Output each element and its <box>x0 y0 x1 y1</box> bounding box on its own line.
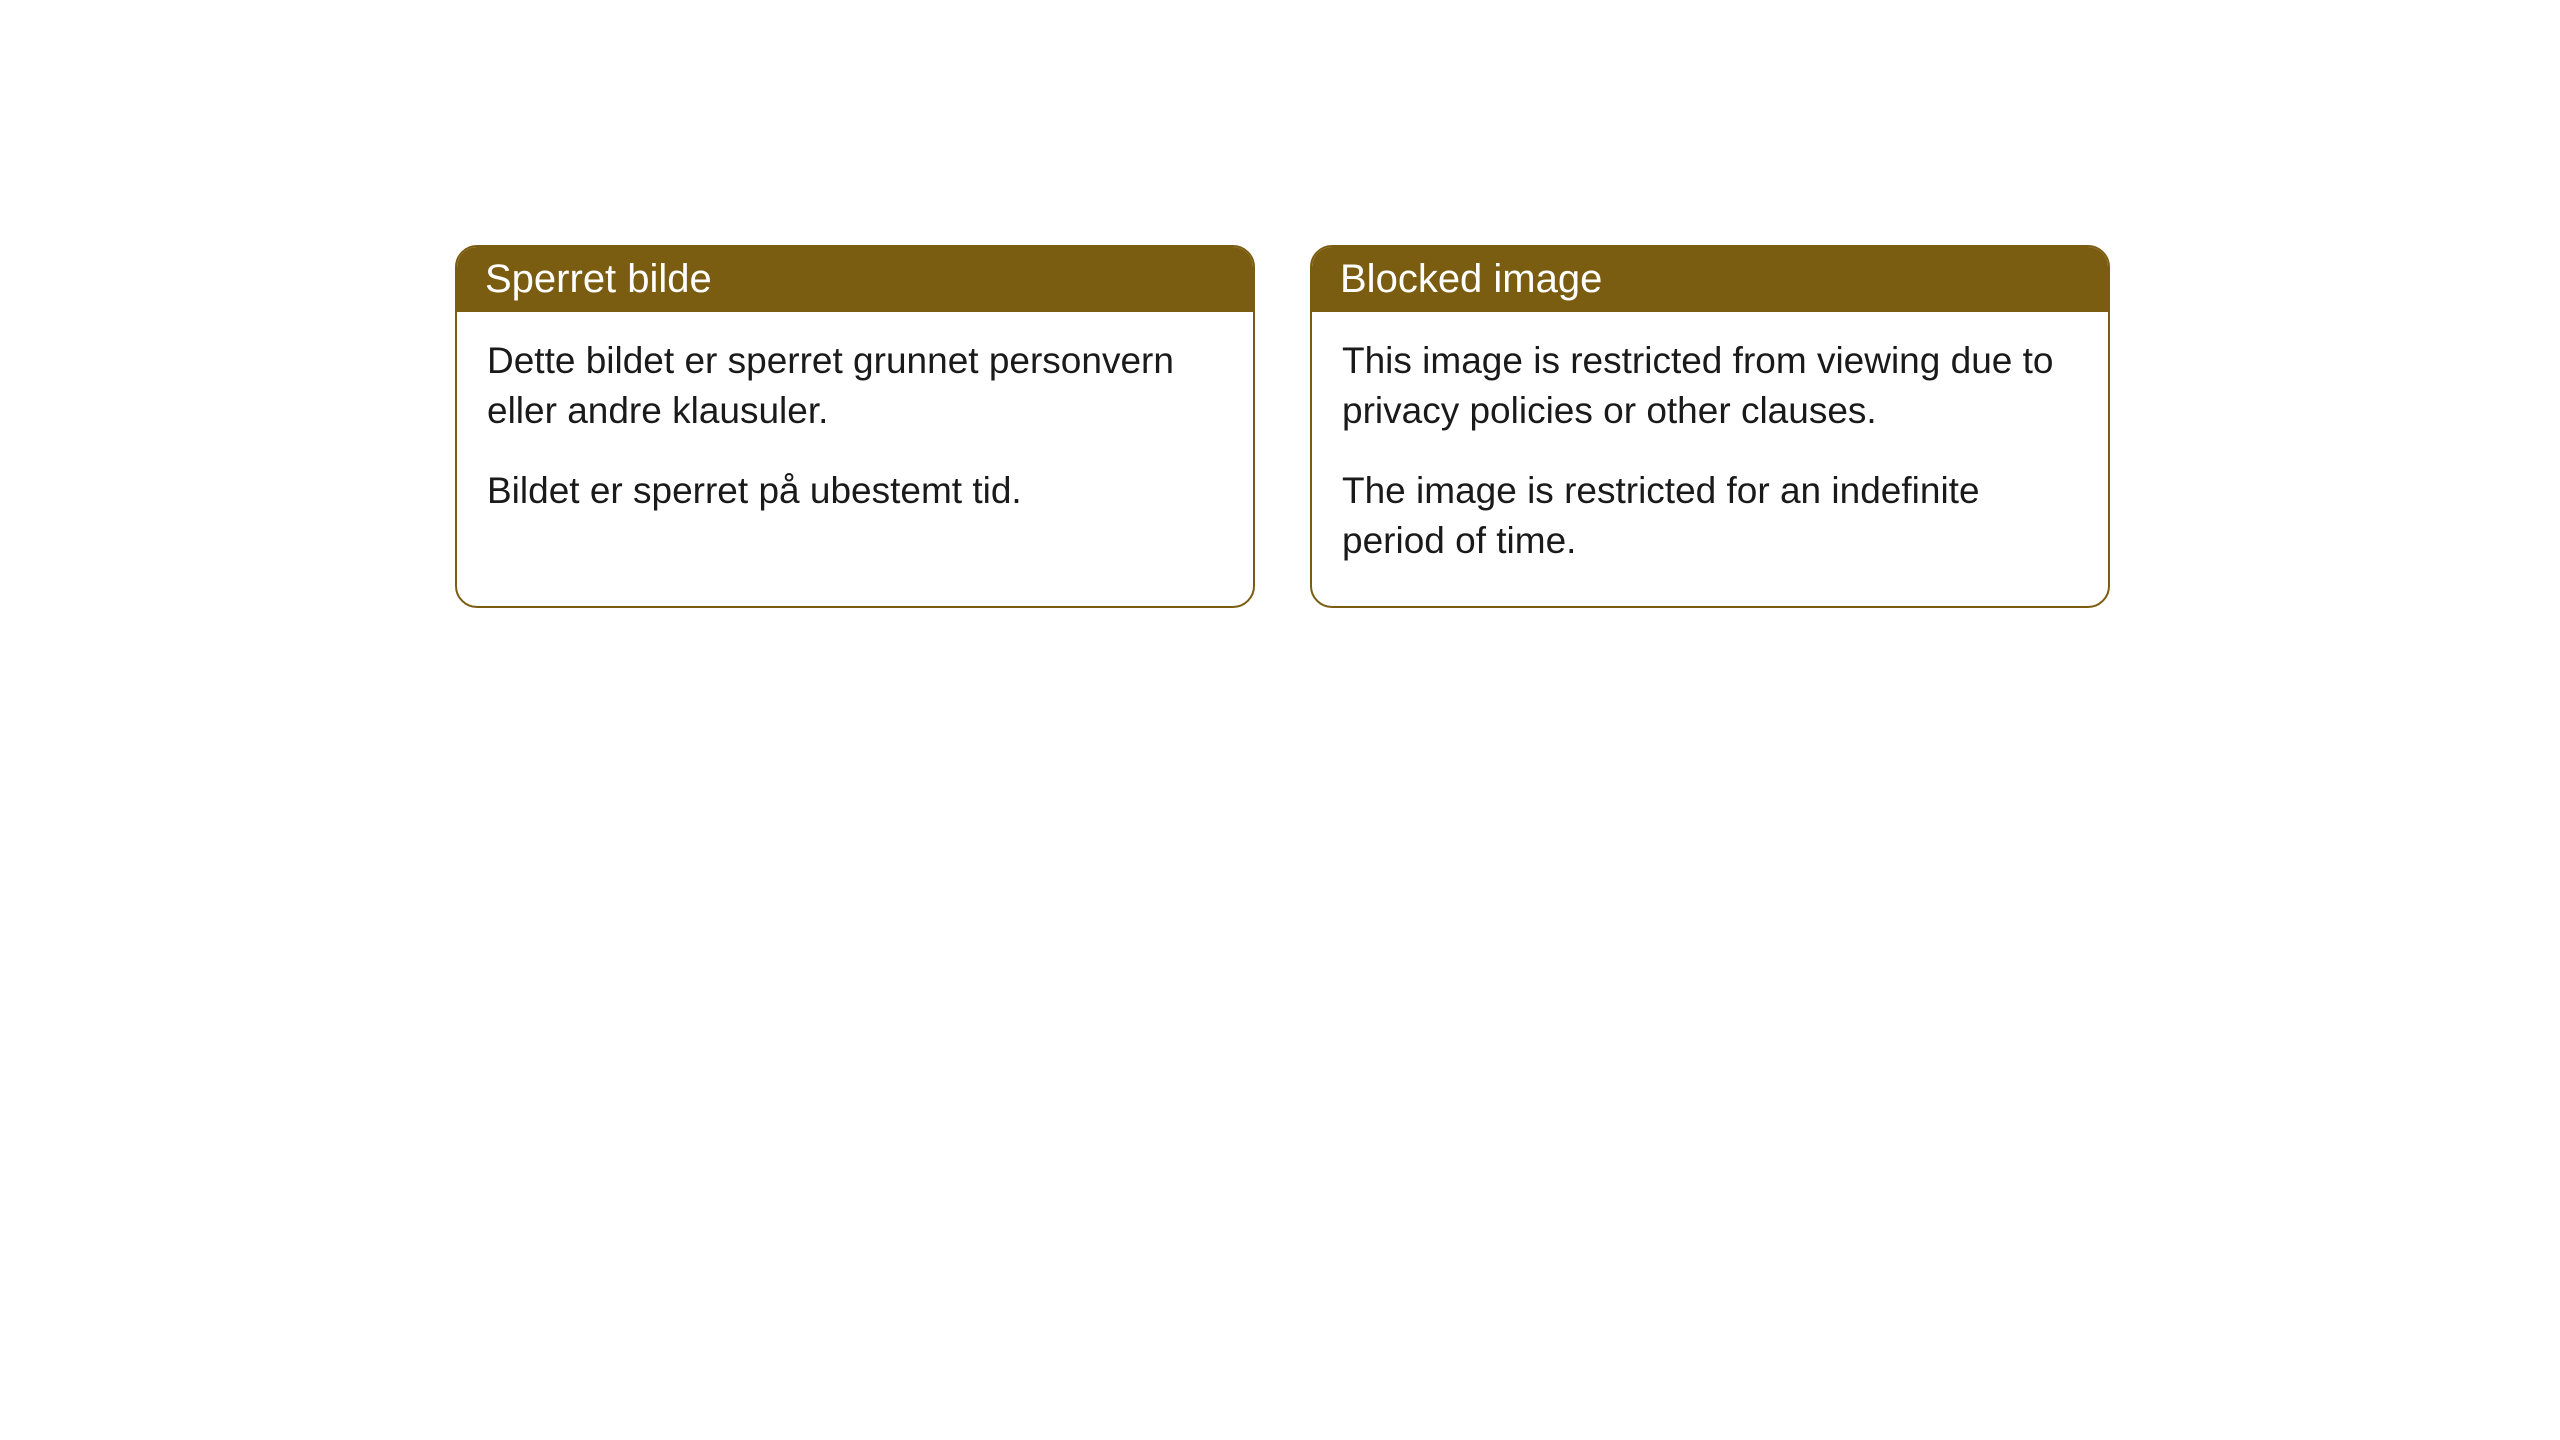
notice-card-norwegian: Sperret bilde Dette bildet er sperret gr… <box>455 245 1255 608</box>
card-body: This image is restricted from viewing du… <box>1312 312 2108 606</box>
card-text-line2: The image is restricted for an indefinit… <box>1342 466 2078 566</box>
notice-card-english: Blocked image This image is restricted f… <box>1310 245 2110 608</box>
card-title: Sperret bilde <box>485 257 712 301</box>
card-header: Sperret bilde <box>457 247 1253 312</box>
card-body: Dette bildet er sperret grunnet personve… <box>457 312 1253 556</box>
card-text-line2: Bildet er sperret på ubestemt tid. <box>487 466 1223 516</box>
card-text-line1: This image is restricted from viewing du… <box>1342 336 2078 436</box>
card-title: Blocked image <box>1340 257 1602 301</box>
notice-container: Sperret bilde Dette bildet er sperret gr… <box>455 245 2110 608</box>
card-header: Blocked image <box>1312 247 2108 312</box>
card-text-line1: Dette bildet er sperret grunnet personve… <box>487 336 1223 436</box>
